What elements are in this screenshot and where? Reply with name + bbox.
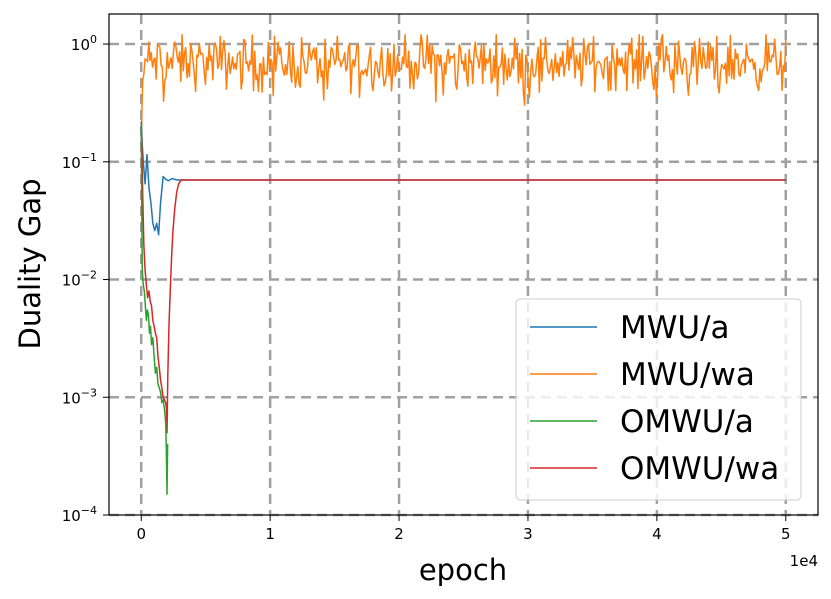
legend: MWU/a MWU/wa OMWU/a OMWU/wa <box>515 298 802 501</box>
series-line-mwu-wa <box>140 33 787 153</box>
y-tick-label: 10−2 <box>62 269 97 290</box>
plot-frame <box>108 13 819 516</box>
legend-label: MWU/a <box>620 310 730 346</box>
legend-box <box>515 298 802 501</box>
legend-label: OMWU/wa <box>620 451 779 487</box>
y-tick-label: 10−1 <box>62 151 97 172</box>
series-line-omwu-wa <box>140 126 786 434</box>
x-tick-label: 4 <box>652 525 662 543</box>
x-tick-label: 3 <box>523 525 533 543</box>
x-axis-multiplier: 1e4 <box>790 552 818 570</box>
legend-label: OMWU/a <box>620 404 754 440</box>
legend-label: MWU/wa <box>620 357 755 393</box>
x-tick-label: 2 <box>394 525 404 543</box>
y-tick-label: 10−4 <box>62 504 97 525</box>
y-tick-label: 100 <box>71 33 97 54</box>
series-line-mwu-a <box>140 121 786 236</box>
x-tick-label: 5 <box>781 525 791 543</box>
y-tick-label: 10−3 <box>62 386 97 407</box>
x-tick-label: 0 <box>136 525 146 543</box>
x-axis-title: epoch <box>419 553 507 587</box>
series-layer <box>140 33 787 496</box>
ticks: 0 1 2 3 4 5 100 10−1 10−2 10−3 10−4 <box>62 33 791 543</box>
series-line-omwu-a <box>140 126 169 496</box>
y-axis-title: Duality Gap <box>13 179 47 350</box>
x-tick-label: 1 <box>265 525 275 543</box>
